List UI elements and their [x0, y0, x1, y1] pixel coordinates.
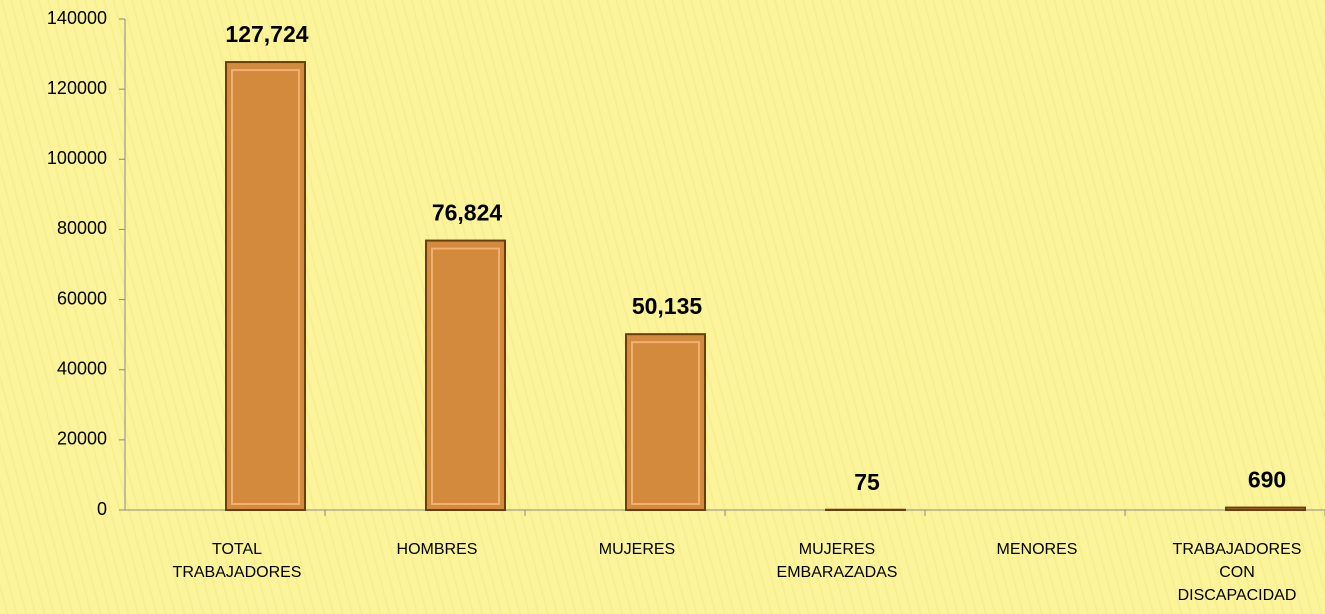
bar-bevel — [631, 341, 700, 506]
x-tick-label: TOTAL TRABAJADORES — [172, 541, 302, 581]
data-label: 76,824 — [432, 200, 503, 226]
bar — [1225, 506, 1306, 512]
x-tick-label: HOMBRES — [396, 541, 478, 558]
y-tick-label: 40000 — [57, 358, 107, 378]
x-tick-label: TRABAJADORES CON DISCAPACIDAD — [1172, 541, 1302, 604]
y-tick-label: 100000 — [47, 148, 107, 168]
bar-bevel — [431, 247, 500, 505]
bar — [425, 239, 506, 511]
data-label: 50,135 — [632, 293, 703, 319]
y-tick-label: 140000 — [47, 8, 107, 28]
y-tick-label: 20000 — [57, 429, 107, 449]
bar — [225, 61, 306, 512]
y-tick-label: 80000 — [57, 218, 107, 238]
x-tick-label: MENORES — [996, 541, 1078, 558]
x-tick-label: MUJERES — [598, 541, 676, 558]
data-label: 75 — [854, 469, 880, 495]
bar — [625, 333, 706, 512]
x-tick-label: MUJERES EMBARAZADAS — [776, 541, 898, 581]
bar-bevel — [231, 69, 300, 506]
y-tick-label: 0 — [97, 499, 107, 519]
data-label: 690 — [1248, 467, 1286, 493]
y-tick-label: 60000 — [57, 288, 107, 308]
y-tick-label: 120000 — [47, 78, 107, 98]
data-label: 127,724 — [225, 21, 308, 47]
